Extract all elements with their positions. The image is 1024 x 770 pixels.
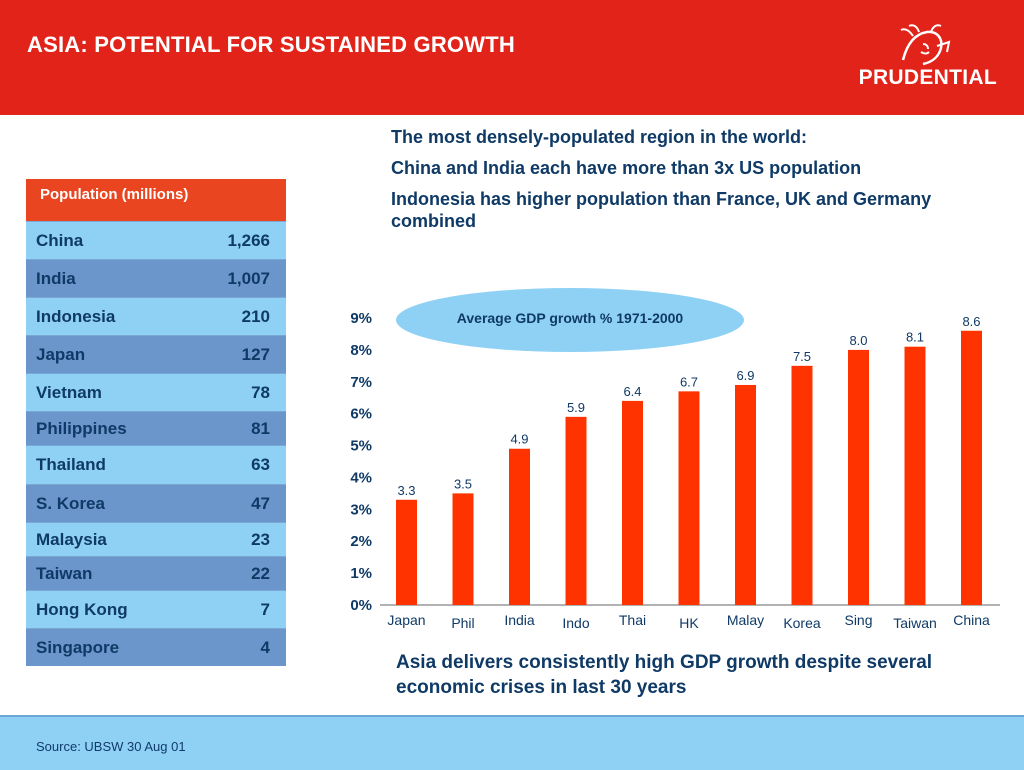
population-value: 210 xyxy=(241,307,270,326)
brand-name: PRUDENTIAL xyxy=(858,66,997,89)
bar xyxy=(735,384,756,605)
chart-title-oval: Average GDP growth % 1971-2000 xyxy=(396,288,744,352)
table-row: China 1,266 xyxy=(26,221,286,259)
population-value: 1,266 xyxy=(227,231,270,250)
bar-value-label: 8.6 xyxy=(962,314,980,329)
x-tick-label: Phil xyxy=(451,615,474,631)
table-row: Taiwan 22 xyxy=(26,556,286,590)
bar xyxy=(904,346,926,605)
bullet-2: China and India each have more than 3x U… xyxy=(391,158,862,178)
bar-value-label: 3.3 xyxy=(397,483,415,498)
population-table: Population (millions) China 1,266 India 1,0… xyxy=(26,179,286,666)
chart-title: Average GDP growth % 1971-2000 xyxy=(456,310,684,326)
population-value: 7 xyxy=(260,600,270,619)
country-name: Indonesia xyxy=(36,307,116,326)
table-row: Hong Kong 7 xyxy=(26,590,286,628)
bullet-list: The most densely-populated region in the… xyxy=(391,126,1001,241)
table-row: Indonesia 210 xyxy=(26,297,286,335)
y-tick-label: 5% xyxy=(350,438,372,455)
table-row: Malaysia 23 xyxy=(26,522,286,556)
x-tick-label: India xyxy=(504,612,535,628)
source-note: Source: UBSW 30 Aug 01 xyxy=(36,739,186,754)
population-value: 127 xyxy=(241,345,270,364)
country-name: Philippines xyxy=(36,419,127,438)
y-tick-label: 8% xyxy=(350,342,372,359)
y-tick-label: 2% xyxy=(350,533,372,550)
prudence-head-logo-icon xyxy=(900,24,951,66)
bullet-1: The most densely-populated region in the… xyxy=(391,127,808,147)
population-value: 78 xyxy=(251,383,270,402)
bar xyxy=(396,499,417,605)
population-value: 1,007 xyxy=(227,269,270,288)
x-tick-label: China xyxy=(953,612,990,628)
bar xyxy=(565,416,587,605)
bar-value-label: 6.7 xyxy=(680,374,698,389)
bar xyxy=(848,349,869,605)
population-value: 63 xyxy=(251,455,270,474)
country-name: Hong Kong xyxy=(36,600,128,619)
gdp-growth-bar-chart: 0% 1% 2% 3% 4% 5% 6% 7% 8% 9% 3.3 Japan 3.5 Phil 4.9 In… xyxy=(350,310,1000,631)
y-tick-label: 9% xyxy=(350,310,372,327)
bar-value-label: 4.9 xyxy=(510,432,528,447)
y-tick-label: 3% xyxy=(350,501,372,518)
table-row: Thailand 63 xyxy=(26,445,286,484)
x-tick-label: Taiwan xyxy=(893,615,937,631)
bar xyxy=(509,448,530,605)
population-value: 47 xyxy=(251,494,270,513)
y-tick-label: 4% xyxy=(350,469,372,486)
conclusion-text: Asia delivers consistently high GDP grow… xyxy=(396,652,933,698)
country-name: Japan xyxy=(36,345,86,364)
x-tick-label: HK xyxy=(679,615,699,631)
bar-value-label: 6.9 xyxy=(736,368,754,383)
population-table-header-label: Population (millions) xyxy=(40,186,189,203)
bar-value-label: 3.5 xyxy=(454,476,472,491)
bar-value-label: 6.4 xyxy=(623,384,641,399)
bar xyxy=(678,391,700,605)
footer-bar: Source: UBSW 30 Aug 01 xyxy=(0,715,1024,770)
bar xyxy=(452,493,474,605)
x-tick-label: Thai xyxy=(619,612,646,628)
bar-value-label: 8.1 xyxy=(906,330,924,345)
table-row: Singapore 4 xyxy=(26,628,286,666)
slide-title: ASIA: POTENTIAL FOR SUSTAINED GROWTH xyxy=(27,32,515,57)
x-tick-label: Malay xyxy=(727,612,764,628)
country-name: Malaysia xyxy=(36,530,107,549)
table-row: Philippines 81 xyxy=(26,411,286,445)
x-tick-label: Indo xyxy=(562,615,589,631)
country-name: China xyxy=(36,231,84,250)
bullet-3: Indonesia has higher population than Fra… xyxy=(391,189,932,231)
bar xyxy=(622,400,643,605)
population-value: 23 xyxy=(251,530,270,549)
bar-value-label: 5.9 xyxy=(567,400,585,415)
country-name: Taiwan xyxy=(36,564,93,583)
country-name: S. Korea xyxy=(36,494,105,513)
table-row: S. Korea 47 xyxy=(26,484,286,522)
y-tick-label: 1% xyxy=(350,565,372,582)
y-tick-label: 6% xyxy=(350,406,372,423)
y-tick-label: 7% xyxy=(350,374,372,391)
bar-value-label: 7.5 xyxy=(793,349,811,364)
population-value: 22 xyxy=(251,564,270,583)
population-value: 81 xyxy=(251,419,270,438)
country-name: Thailand xyxy=(36,455,106,474)
table-row: India 1,007 xyxy=(26,259,286,297)
x-tick-label: Korea xyxy=(783,615,821,631)
country-name: India xyxy=(36,269,76,288)
bar xyxy=(791,365,813,605)
bar-value-label: 8.0 xyxy=(849,333,867,348)
x-tick-label: Japan xyxy=(387,612,425,628)
bar xyxy=(961,330,982,605)
x-tick-label: Sing xyxy=(844,612,872,628)
population-value: 4 xyxy=(260,638,270,657)
population-table-header: Population (millions) xyxy=(26,179,286,221)
country-name: Singapore xyxy=(36,638,120,657)
table-row: Japan 127 xyxy=(26,335,286,373)
table-row: Vietnam 78 xyxy=(26,373,286,411)
country-name: Vietnam xyxy=(36,383,102,402)
header-divider xyxy=(0,115,1024,118)
header-bar: ASIA: POTENTIAL FOR SUSTAINED GROWTH PRU… xyxy=(0,0,1024,115)
y-tick-label: 0% xyxy=(350,597,372,614)
